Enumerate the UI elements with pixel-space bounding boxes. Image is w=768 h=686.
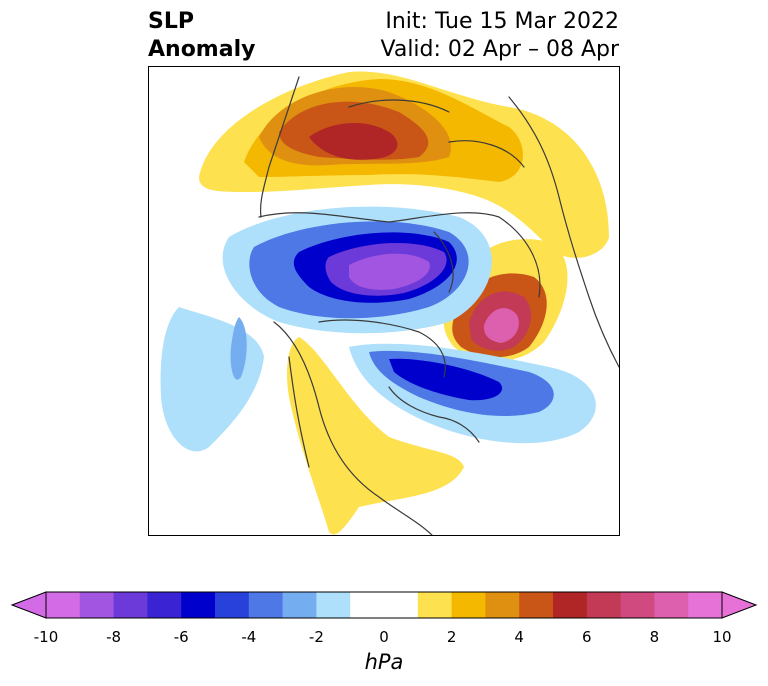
colorbar-bin [519, 592, 554, 618]
map-panel [148, 66, 620, 536]
colorbar-tick-label: 4 [514, 628, 524, 646]
colorbar-bin [350, 592, 385, 618]
positive-anomaly-pacific-4 [483, 308, 519, 343]
colorbar-bin [451, 592, 486, 618]
colorbar-bin [215, 592, 250, 618]
colorbar-bin [485, 592, 520, 618]
colorbar-bin [688, 592, 723, 618]
coastlines [258, 76, 619, 535]
colorbar-unit: hPa [364, 650, 404, 674]
colorbar-bin [654, 592, 689, 618]
colorbar-bin [620, 592, 655, 618]
colorbar-tick-label: 8 [649, 628, 660, 646]
colorbar-tick-label: 2 [446, 628, 457, 646]
colorbar-bin [316, 592, 351, 618]
colorbar-bin [417, 592, 453, 618]
negative-anomaly-west-2 [230, 317, 247, 380]
colorbar-bin [282, 592, 317, 618]
colorbar-tick-label: -2 [308, 628, 324, 646]
positive-anomaly-north-america [287, 337, 464, 535]
map-title: SLP Anomaly [148, 8, 255, 64]
title-line-2: Anomaly [148, 37, 256, 62]
colorbar-tick-label: -6 [173, 628, 189, 646]
colorbar-lower-extension [10, 591, 47, 619]
colorbar-bin [46, 592, 81, 618]
negative-anomaly-arctic-5 [349, 253, 430, 290]
title-line-1: SLP [148, 9, 194, 34]
colorbar-tick-label: 6 [582, 628, 592, 646]
colorbar-bin [248, 592, 284, 618]
negative-anomaly-atlantic-3 [389, 358, 503, 401]
colorbar-outline [45, 591, 723, 619]
slp-anomaly-map [160, 71, 619, 535]
negative-anomaly-west [160, 307, 264, 452]
colorbar-tick-label: -10 [33, 628, 59, 646]
colorbar-bin [384, 592, 419, 618]
colorbar [10, 591, 758, 619]
colorbar-bin [79, 592, 115, 618]
colorbar-upper-extension [721, 591, 758, 619]
colorbar-bin [553, 592, 588, 618]
colorbar-tick-label: -4 [241, 628, 257, 646]
colorbar-tick-label: 0 [379, 628, 389, 646]
positive-anomaly-eurasia-5 [309, 122, 398, 160]
valid-range: Valid: 02 Apr – 08 Apr [380, 37, 620, 62]
forecast-dates: Init: Tue 15 Mar 2022 Valid: 02 Apr – 08… [381, 8, 620, 64]
init-date: Init: Tue 15 Mar 2022 [385, 9, 619, 34]
colorbar-bin [586, 592, 622, 618]
colorbar-tick-label: 10 [712, 628, 732, 646]
colorbar-bin [181, 592, 216, 618]
colorbar-bin [113, 592, 148, 618]
colorbar-tick-label: -8 [106, 628, 122, 646]
colorbar-bin [147, 592, 182, 618]
